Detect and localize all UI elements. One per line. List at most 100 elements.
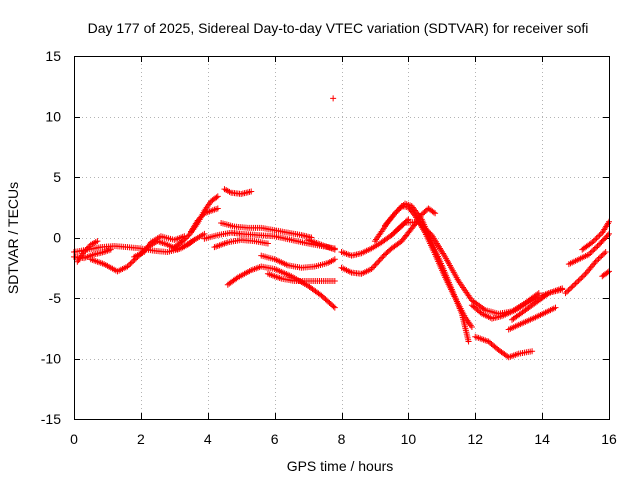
data-point: [423, 226, 430, 233]
chart-title: Day 177 of 2025, Sidereal Day-to-day VTE…: [88, 20, 589, 36]
data-point: [602, 234, 609, 241]
data-point: [599, 251, 606, 258]
data-point: [427, 230, 434, 237]
data-point: [415, 218, 422, 225]
data-point: [331, 278, 338, 285]
data-points: [71, 95, 612, 361]
x-tick-label: 0: [70, 431, 78, 447]
data-point: [592, 258, 599, 265]
data-point: [597, 240, 604, 247]
data-point: [196, 216, 203, 223]
data-point: [480, 306, 487, 313]
data-point: [214, 193, 221, 200]
data-point: [602, 249, 609, 256]
data-point: [563, 288, 570, 295]
data-point: [552, 304, 559, 311]
data-point: [593, 235, 600, 242]
data-point: [85, 244, 92, 251]
y-tick-label: -15: [41, 411, 61, 427]
data-point: [529, 348, 536, 355]
y-axis-label: SDTVAR / TECUs: [5, 182, 21, 294]
data-point: [595, 233, 602, 240]
data-point: [380, 252, 387, 259]
data-point: [410, 222, 417, 229]
data-point: [394, 207, 401, 214]
data-point: [596, 254, 603, 261]
data-point: [82, 247, 89, 254]
data-point: [377, 255, 384, 262]
data-point: [420, 224, 427, 231]
data-point: [368, 265, 375, 272]
data-point: [572, 280, 579, 287]
data-point: [566, 286, 573, 293]
data-point: [397, 204, 404, 211]
data-point: [83, 246, 90, 253]
data-point: [81, 249, 88, 256]
data-point: [430, 209, 437, 216]
data-point: [182, 235, 189, 242]
x-tick-label: 8: [338, 431, 346, 447]
data-point: [416, 220, 423, 227]
y-tick-label: 5: [53, 169, 61, 185]
data-point: [599, 237, 606, 244]
x-axis-label: GPS time / hours: [287, 458, 394, 474]
data-point: [371, 263, 378, 270]
data-point: [477, 309, 484, 316]
data-point: [419, 222, 426, 229]
data-point: [181, 236, 188, 243]
x-tick-label: 2: [137, 431, 145, 447]
data-point: [592, 236, 599, 243]
data-point: [125, 262, 132, 269]
data-point: [185, 232, 192, 239]
axis-ticks: 0 2 4 6 8 10 12 14 16 -15 -10 -5 0 5 10 15: [41, 48, 617, 447]
data-point: [399, 203, 406, 210]
data-point: [578, 274, 585, 281]
data-point: [591, 245, 598, 252]
data-point: [571, 281, 578, 288]
data-point: [184, 234, 191, 241]
data-point: [264, 240, 271, 247]
data-point: [595, 255, 602, 262]
data-point: [248, 188, 255, 195]
data-point: [392, 210, 398, 217]
data-point: [124, 263, 131, 270]
data-point: [191, 236, 198, 243]
plot-frame: [74, 56, 610, 420]
data-point: [587, 250, 594, 257]
data-point: [331, 246, 338, 253]
data-point: [86, 243, 93, 250]
data-point: [369, 264, 376, 271]
data-point: [565, 287, 572, 294]
data-point: [598, 253, 605, 260]
data-point: [596, 232, 603, 239]
outlier-point: [330, 95, 337, 102]
data-point: [426, 229, 433, 236]
data-point: [396, 206, 403, 213]
data-point: [186, 231, 193, 238]
y-tick-label: 0: [53, 230, 61, 246]
data-point: [590, 237, 597, 244]
data-point: [595, 241, 602, 248]
data-point: [198, 213, 205, 220]
data-point: [379, 254, 386, 261]
data-point: [400, 221, 407, 228]
data-point: [94, 238, 101, 245]
data-point: [575, 277, 582, 284]
data-point: [601, 250, 608, 257]
data-point: [376, 257, 383, 264]
data-point: [373, 260, 380, 267]
data-point: [128, 259, 135, 266]
data-point: [432, 210, 439, 217]
data-point: [576, 276, 583, 283]
x-tick-label: 6: [271, 431, 279, 447]
data-point: [590, 247, 597, 254]
data-point: [600, 236, 607, 243]
data-point: [559, 286, 566, 293]
data-point: [331, 304, 338, 311]
data-point: [573, 279, 580, 286]
data-point: [589, 239, 596, 246]
data-point: [593, 244, 600, 251]
data-point: [422, 225, 429, 232]
y-tick-label: 15: [45, 48, 61, 64]
